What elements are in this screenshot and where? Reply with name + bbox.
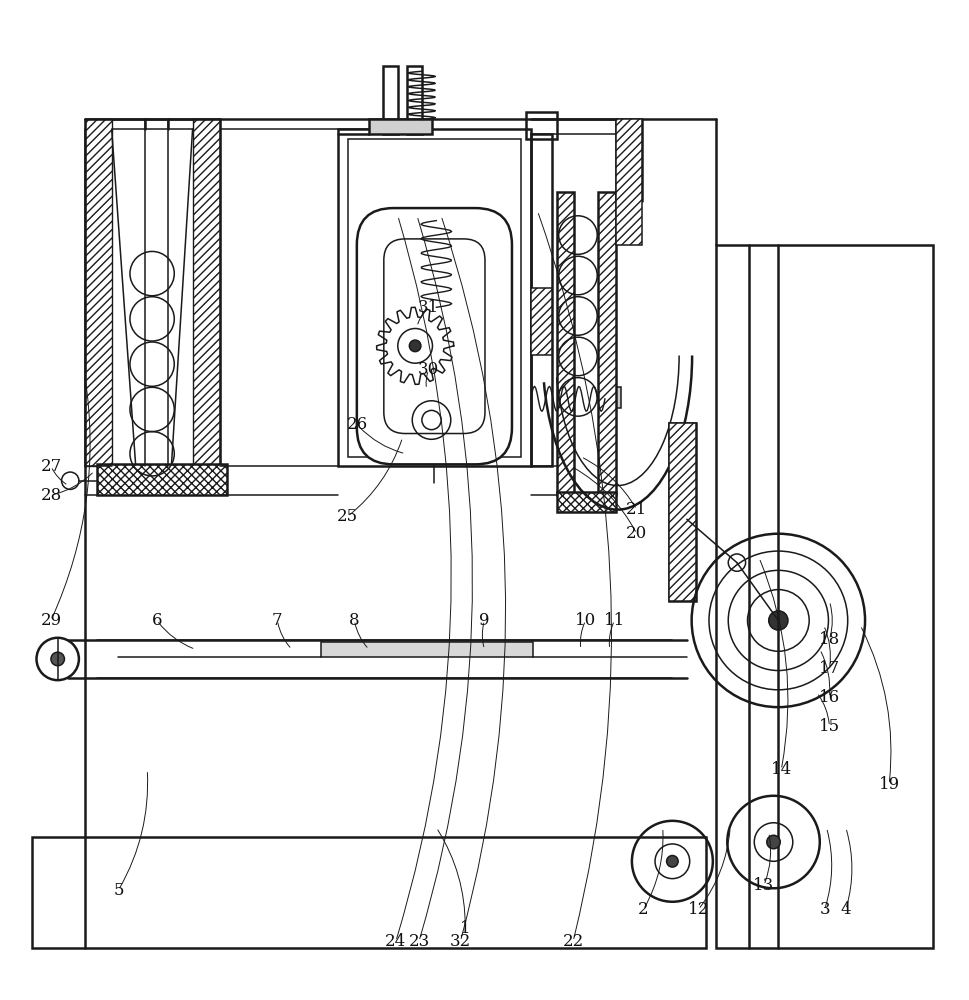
Text: 30: 30: [418, 361, 439, 378]
Text: 18: 18: [819, 631, 840, 648]
Bar: [384, 66, 398, 134]
Text: 23: 23: [408, 933, 429, 950]
Text: 27: 27: [41, 458, 62, 475]
Text: 25: 25: [337, 508, 359, 525]
Text: 4: 4: [840, 901, 851, 918]
Text: 17: 17: [819, 660, 840, 677]
Text: 31: 31: [418, 299, 439, 316]
Text: 32: 32: [450, 933, 471, 950]
Text: 28: 28: [41, 487, 62, 504]
Bar: [526, 112, 557, 139]
Circle shape: [51, 652, 64, 666]
Text: 26: 26: [347, 416, 368, 433]
Text: 10: 10: [575, 612, 596, 629]
FancyBboxPatch shape: [357, 208, 512, 464]
Text: 13: 13: [753, 877, 774, 894]
Circle shape: [409, 340, 421, 352]
Bar: [84, 119, 111, 466]
Bar: [670, 423, 697, 601]
Bar: [407, 66, 422, 134]
Text: 11: 11: [604, 612, 625, 629]
Text: 2: 2: [639, 901, 649, 918]
Bar: [598, 192, 615, 495]
Text: 20: 20: [626, 525, 647, 542]
Bar: [193, 119, 220, 466]
Text: 1: 1: [460, 920, 471, 937]
Text: 24: 24: [386, 933, 406, 950]
Circle shape: [766, 835, 780, 849]
Text: 5: 5: [113, 882, 124, 899]
Text: 16: 16: [819, 689, 840, 706]
Bar: [32, 837, 706, 948]
FancyBboxPatch shape: [384, 239, 484, 434]
Text: 7: 7: [272, 612, 283, 629]
Text: 6: 6: [152, 612, 162, 629]
Text: 19: 19: [879, 776, 899, 793]
Text: 21: 21: [626, 501, 647, 518]
Text: 15: 15: [819, 718, 840, 735]
Bar: [615, 119, 641, 245]
Text: 14: 14: [770, 761, 792, 778]
Text: 8: 8: [349, 612, 359, 629]
Bar: [716, 245, 932, 948]
Text: 29: 29: [41, 612, 61, 629]
Text: 22: 22: [563, 933, 583, 950]
Bar: [348, 139, 521, 457]
Bar: [97, 464, 228, 495]
Bar: [369, 119, 431, 134]
Bar: [557, 492, 616, 512]
Text: 9: 9: [480, 612, 489, 629]
Circle shape: [768, 611, 788, 630]
Bar: [531, 288, 552, 355]
Bar: [321, 642, 533, 657]
Text: 3: 3: [819, 901, 829, 918]
Bar: [557, 192, 574, 495]
Circle shape: [667, 856, 678, 867]
Text: 12: 12: [688, 901, 709, 918]
Bar: [670, 423, 697, 601]
Bar: [338, 129, 531, 466]
Bar: [531, 134, 552, 466]
Bar: [600, 387, 621, 408]
